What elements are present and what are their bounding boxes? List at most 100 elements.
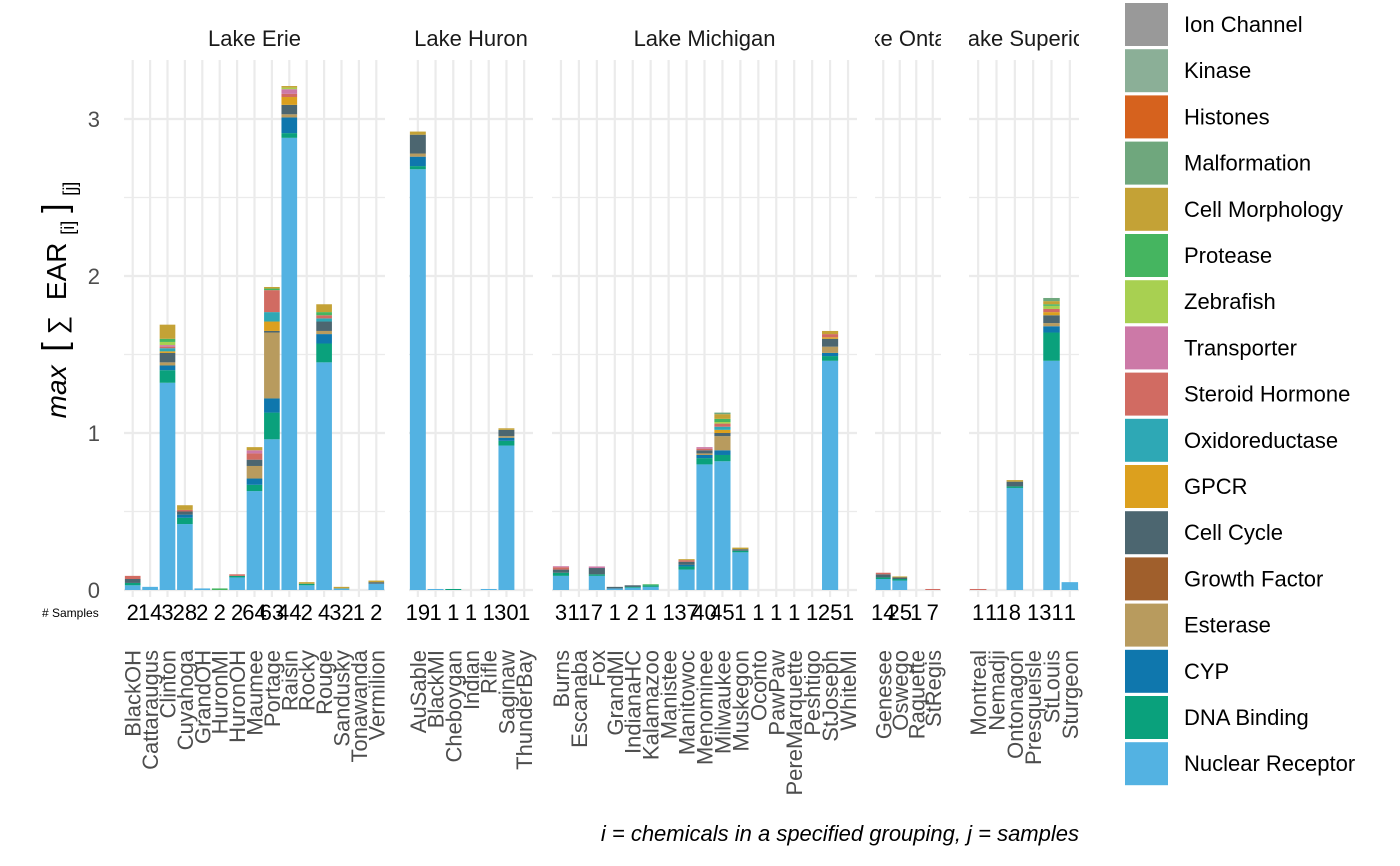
panel-lake-superior: Lake Superior1Montreal11Nemadji8Ontonago… xyxy=(966,26,1083,765)
bar-segment-protease xyxy=(264,288,280,291)
x-tick-label-escanaba: Escanaba xyxy=(567,649,592,748)
bar-stregis xyxy=(925,589,941,590)
bar-segment-dna-binding xyxy=(892,579,908,581)
bar-segment-esterase xyxy=(498,436,515,438)
bar-segment-dna-binding xyxy=(281,133,298,138)
legend-label: Oxidoreductase xyxy=(1184,428,1338,453)
sample-count-ontonagon: 8 xyxy=(1009,600,1021,625)
bar-segment-cell-morphology xyxy=(498,428,515,430)
bar-segment-protease xyxy=(1043,304,1060,306)
y-axis-title-sub-j: [j] xyxy=(60,182,80,196)
bar-segment-zebrafish xyxy=(1043,305,1060,309)
legend-item-cyp: CYP xyxy=(1125,649,1229,693)
y-tick-label-0: 0 xyxy=(88,578,100,603)
bar-segment-steroid-hormone xyxy=(159,346,176,349)
sample-count-menominee: 40 xyxy=(692,600,716,625)
bar-segment-esterase xyxy=(159,362,176,366)
sample-count-cattaraugus: 14 xyxy=(138,600,162,625)
x-tick-label-tonawanda: Tonawanda xyxy=(347,649,372,762)
bar-segment-cell-cycle xyxy=(1043,315,1060,324)
bar-segment-dna-binding xyxy=(552,572,570,576)
sample-count-blackmi: 1 xyxy=(429,600,441,625)
sample-count-cuyahoga: 28 xyxy=(173,600,197,625)
bar-segment-nuclear-receptor xyxy=(142,586,158,590)
bar-segment-steroid-hormone xyxy=(316,315,332,319)
legend-swatch xyxy=(1125,326,1168,370)
legend-label: Cell Cycle xyxy=(1184,520,1283,545)
legend-label: Esterase xyxy=(1184,613,1271,638)
bar-segment-nuclear-receptor xyxy=(281,137,298,590)
legend-swatch xyxy=(1125,234,1168,277)
legend-item-ion-channel: Ion Channel xyxy=(1125,3,1303,46)
bar-segment-nuclear-receptor xyxy=(732,552,749,590)
bar-sturgeon xyxy=(1061,582,1079,590)
bar-segment-steroid-hormone xyxy=(875,572,891,575)
bar-segment-dna-binding xyxy=(177,517,193,525)
bar-segment-esterase xyxy=(281,114,298,118)
bar-segment-nuclear-receptor xyxy=(606,588,623,590)
legend-swatch xyxy=(1125,418,1168,462)
x-tick-label-montreal: Montreal xyxy=(966,650,991,736)
bar-segment-esterase xyxy=(264,332,280,399)
legend: Ion Channel Kinase Histones Malformation Cel… xyxy=(1125,3,1355,786)
bar-segment-cell-cycle xyxy=(368,582,385,584)
gridlines-lake-superior xyxy=(969,60,1079,597)
bar-segment-nuclear-receptor xyxy=(480,589,497,590)
bar-segment-gpcr xyxy=(822,337,839,339)
bar-segment-cell-morphology xyxy=(822,330,839,335)
bar-ausable xyxy=(409,131,426,591)
legend-label: Transporter xyxy=(1184,335,1297,360)
legend-swatch xyxy=(1125,280,1168,324)
bar-segment-nuclear-receptor xyxy=(1061,582,1079,590)
sample-count-rouge: 4 xyxy=(318,600,330,625)
bar-blackoh xyxy=(124,575,141,590)
bar-segment-transporter xyxy=(159,345,176,347)
bar-sandusky xyxy=(333,586,350,590)
x-tick-label-cattaraugus: Cattaraugus xyxy=(138,650,163,770)
bar-segment-cell-morphology xyxy=(732,547,749,550)
bar-montreal xyxy=(969,589,987,590)
sample-count-oswego: 25 xyxy=(888,600,912,625)
bar-segment-cell-cycle xyxy=(714,433,731,437)
x-tick-label-blackoh: BlackOH xyxy=(121,650,146,737)
legend-item-nuclear-receptor: Nuclear Receptor xyxy=(1125,742,1355,786)
bar-segment-nuclear-receptor xyxy=(822,360,839,590)
bar-segment-cell-morphology xyxy=(246,447,263,451)
sample-count-cheboygan: 1 xyxy=(447,600,459,625)
x-tick-label-stregis: StRegis xyxy=(921,650,946,727)
x-tick-label-grandmi: GrandMI xyxy=(603,650,628,736)
sample-count-peshtigo: 1 xyxy=(806,600,818,625)
y-axis-title: max [ ∑ EAR [i] ] [j] xyxy=(36,182,80,419)
legend-swatch xyxy=(1125,557,1168,601)
bar-segment-nuclear-receptor xyxy=(875,579,891,590)
panel-title-lake-ontario: Lake Ontario xyxy=(845,26,971,51)
bar-segment-zebrafish xyxy=(714,422,731,424)
bar-segment-cell-cycle xyxy=(822,338,839,347)
legend-item-malformation: Malformation xyxy=(1125,141,1311,185)
bar-segment-dna-binding xyxy=(678,566,695,570)
legend-swatch xyxy=(1125,742,1168,786)
legend-item-transporter: Transporter xyxy=(1125,326,1297,370)
bar-segment-cyp xyxy=(1043,326,1060,333)
legend-item-kinase: Kinase xyxy=(1125,49,1251,93)
sample-count-rifle: 1 xyxy=(483,600,495,625)
sample-count-raisin: 44 xyxy=(277,600,301,625)
sample-count-nemadji: 11 xyxy=(985,600,1008,625)
bar-segment-nuclear-receptor xyxy=(588,575,605,590)
legend-label: Nuclear Receptor xyxy=(1184,751,1355,776)
legend-item-cell-cycle: Cell Cycle xyxy=(1125,511,1283,555)
bar-muskegon xyxy=(732,547,749,590)
bar-segment-esterase xyxy=(409,153,426,157)
sample-count-peremarquette: 1 xyxy=(788,600,800,625)
bar-segment-cell-cycle xyxy=(159,352,176,363)
x-tick-label-pawpaw: PawPaw xyxy=(764,650,789,736)
x-tick-label-peremarquette: PereMarquette xyxy=(782,650,807,796)
bar-segment-cyp xyxy=(696,454,713,459)
legend-label: GPCR xyxy=(1184,474,1248,499)
bar-segment-protease xyxy=(642,584,659,586)
y-axis-title-ear: EAR xyxy=(41,243,72,301)
bar-segment-protease xyxy=(211,588,228,590)
legend-label: Ion Channel xyxy=(1184,12,1303,37)
legend-item-growth-factor: Growth Factor xyxy=(1125,557,1323,601)
bar-segment-nuclear-receptor xyxy=(552,575,570,590)
